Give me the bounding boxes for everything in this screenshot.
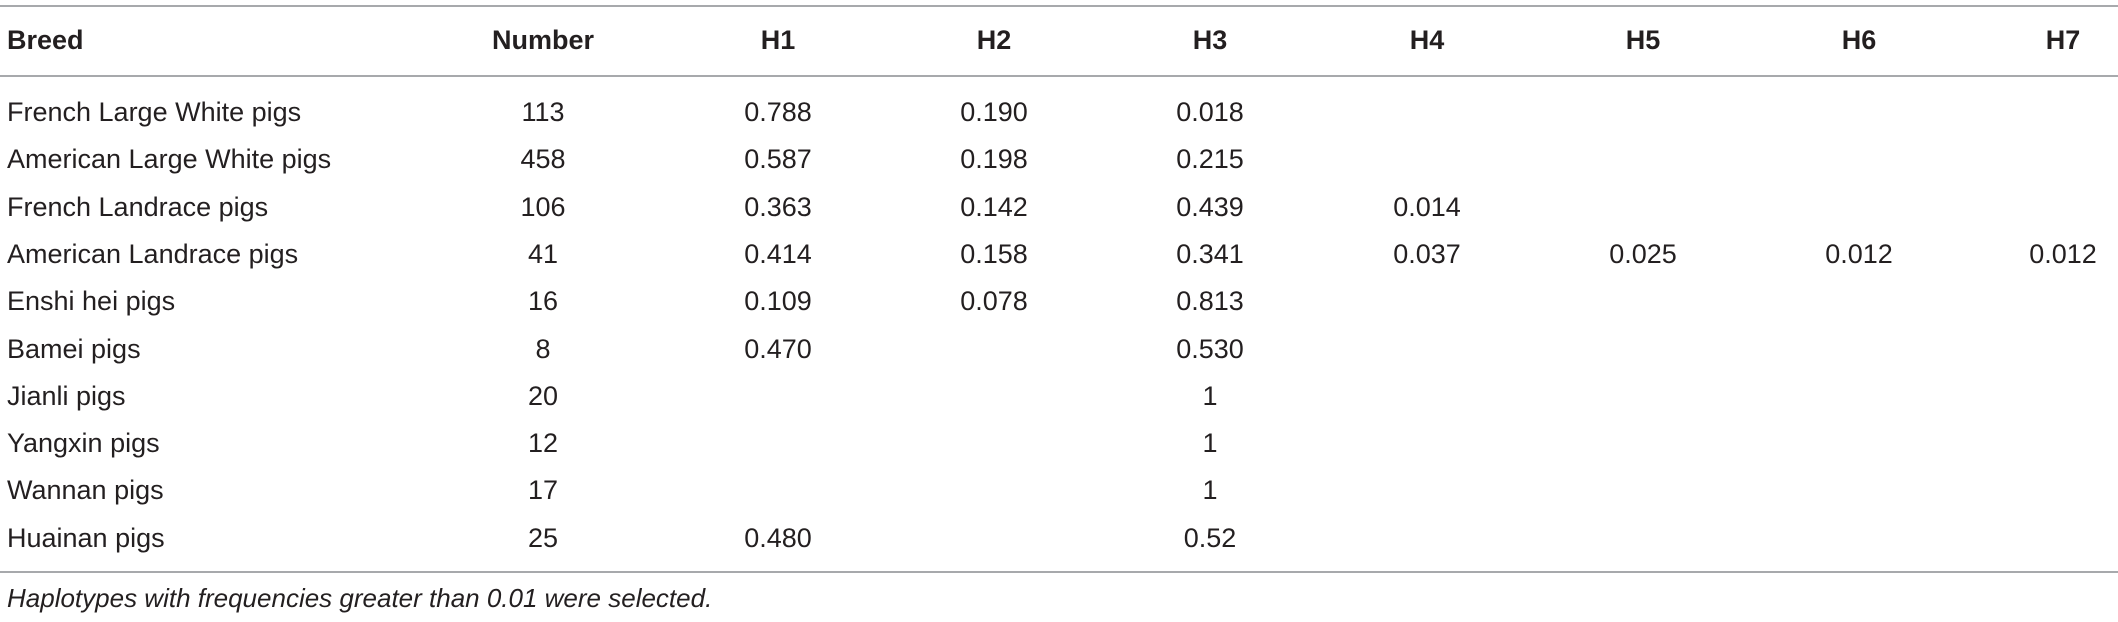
- row-label: Wannan pigs: [7, 475, 164, 506]
- table-cell: 0.587: [744, 144, 812, 175]
- column-header: H1: [760, 25, 796, 55]
- table-cell: 1: [1202, 475, 1218, 506]
- table-cell: 0.341: [1176, 238, 1244, 269]
- table-cell: 8: [535, 333, 551, 364]
- table-cell: 0.480: [744, 522, 812, 553]
- row-label: French Landrace pigs: [7, 191, 269, 222]
- row-label: Jianli pigs: [7, 380, 126, 411]
- header-rule: [0, 75, 2118, 77]
- row-label: Bamei pigs: [7, 333, 141, 364]
- table-cell: 0.018: [1176, 97, 1244, 127]
- table-cell: 0.215: [1176, 144, 1244, 175]
- table-cell: 0.037: [1393, 238, 1461, 269]
- table-cell: 0.158: [960, 238, 1028, 269]
- top-rule: [0, 5, 2118, 7]
- table-cell: 106: [520, 191, 566, 222]
- table-cell: 20: [527, 380, 559, 411]
- column-header: H2: [976, 25, 1012, 55]
- column-header: H6: [1841, 25, 1877, 55]
- table-cell: 0.198: [960, 144, 1028, 175]
- footnote: Haplotypes with frequencies greater than…: [7, 583, 713, 613]
- table-cell: 0.012: [1825, 238, 1893, 269]
- bottom-rule: [0, 571, 2118, 573]
- table-cell: 41: [527, 238, 559, 269]
- table-cell: 0.813: [1176, 286, 1244, 317]
- table-cell: 0.470: [744, 333, 812, 364]
- row-label: Yangxin pigs: [7, 428, 160, 459]
- table-cell: 16: [527, 286, 559, 317]
- table-cell: 0.414: [744, 238, 812, 269]
- row-label: American Landrace pigs: [7, 238, 299, 269]
- row-label: Enshi hei pigs: [7, 286, 176, 317]
- column-header: H3: [1192, 25, 1228, 55]
- column-header: Number: [491, 25, 595, 55]
- row-label: French Large White pigs: [7, 97, 302, 127]
- row-label: American Large White pigs: [7, 144, 332, 175]
- table-cell: 0.014: [1393, 191, 1461, 222]
- table-cell: 0.190: [960, 97, 1028, 127]
- column-header: H4: [1409, 25, 1445, 55]
- table-cell: 1: [1202, 380, 1218, 411]
- table-cell: 0.142: [960, 191, 1028, 222]
- table-cell: 0.788: [744, 97, 812, 127]
- column-header: H5: [1625, 25, 1661, 55]
- table-cell: 17: [527, 475, 559, 506]
- table-cell: 1: [1202, 428, 1218, 459]
- table-cell: 0.078: [960, 286, 1028, 317]
- table-cell: 0.363: [744, 191, 812, 222]
- table-cell: 12: [527, 428, 559, 459]
- table-cell: 0.109: [744, 286, 812, 317]
- column-header: H7: [2045, 25, 2081, 55]
- table-cell: 0.439: [1176, 191, 1244, 222]
- table-cell: 0.012: [2029, 238, 2097, 269]
- table-cell: 458: [520, 144, 566, 175]
- row-label: Huainan pigs: [7, 522, 165, 553]
- table-cell: 25: [527, 522, 559, 553]
- table-cell: 0.52: [1183, 522, 1237, 553]
- table-cell: 0.025: [1609, 238, 1677, 269]
- column-header: Breed: [7, 25, 84, 55]
- table-cell: 113: [521, 97, 565, 127]
- table-cell: 0.530: [1176, 333, 1244, 364]
